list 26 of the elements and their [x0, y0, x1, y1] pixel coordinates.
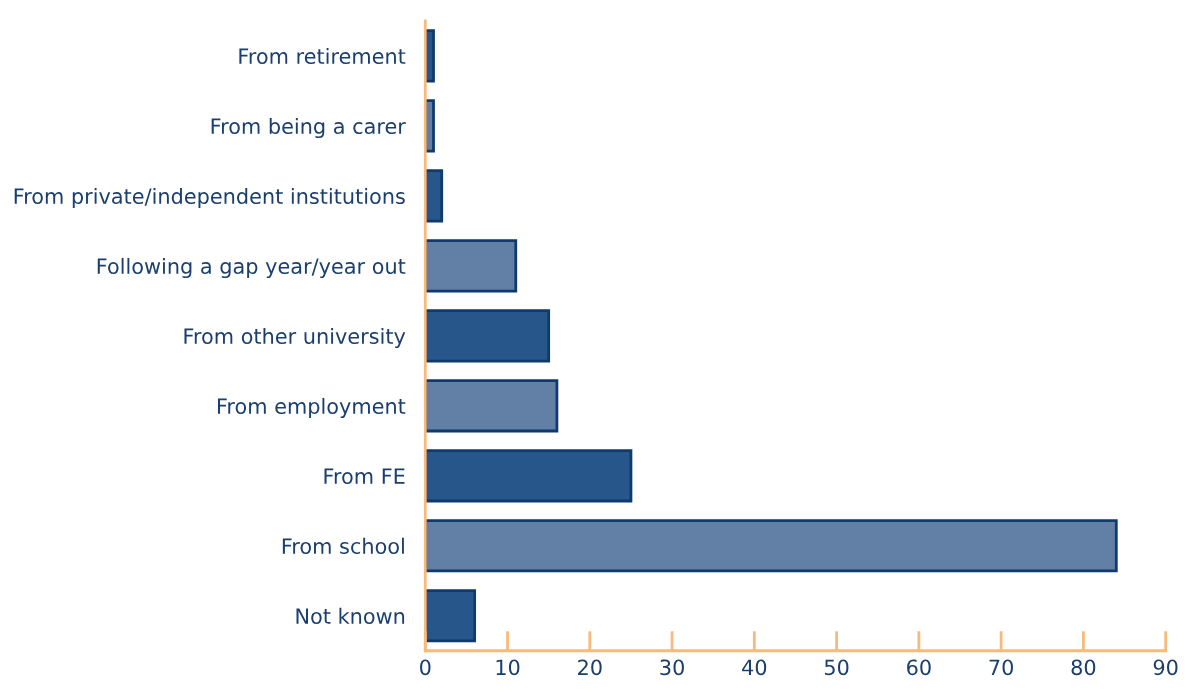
bar — [425, 169, 444, 223]
y-tick-label: From school — [282, 537, 404, 554]
x-tick-label: 90 — [1153, 659, 1178, 676]
x-tick-label: 50 — [824, 659, 849, 676]
x-tick-label: 10 — [496, 659, 520, 676]
bar — [425, 379, 559, 433]
y-tick-label: From employment — [217, 397, 406, 419]
y-tick-label: Following a gap year/year out — [97, 257, 406, 279]
y-tick-label: From being a carer — [211, 117, 406, 139]
bar — [425, 589, 477, 643]
bar — [425, 239, 518, 293]
y-tick-label: From other university — [184, 327, 406, 349]
x-tick-label: 30 — [660, 659, 684, 676]
bar — [425, 519, 1118, 573]
x-tick-label: 60 — [907, 659, 931, 676]
x-tick-label: 80 — [1071, 659, 1096, 676]
x-tick-label: 40 — [742, 659, 767, 676]
x-tick-label: 70 — [989, 659, 1013, 676]
x-tick-label: 0 — [420, 659, 431, 676]
y-tick-label: From FE — [324, 468, 405, 484]
y-tick-label: Not known — [296, 607, 405, 624]
bar — [425, 309, 551, 363]
y-tick-label: From private/independent institutions — [14, 187, 405, 209]
y-tick-label: From retirement — [239, 47, 406, 65]
bar — [425, 449, 633, 503]
x-tick-label: 20 — [578, 659, 602, 676]
